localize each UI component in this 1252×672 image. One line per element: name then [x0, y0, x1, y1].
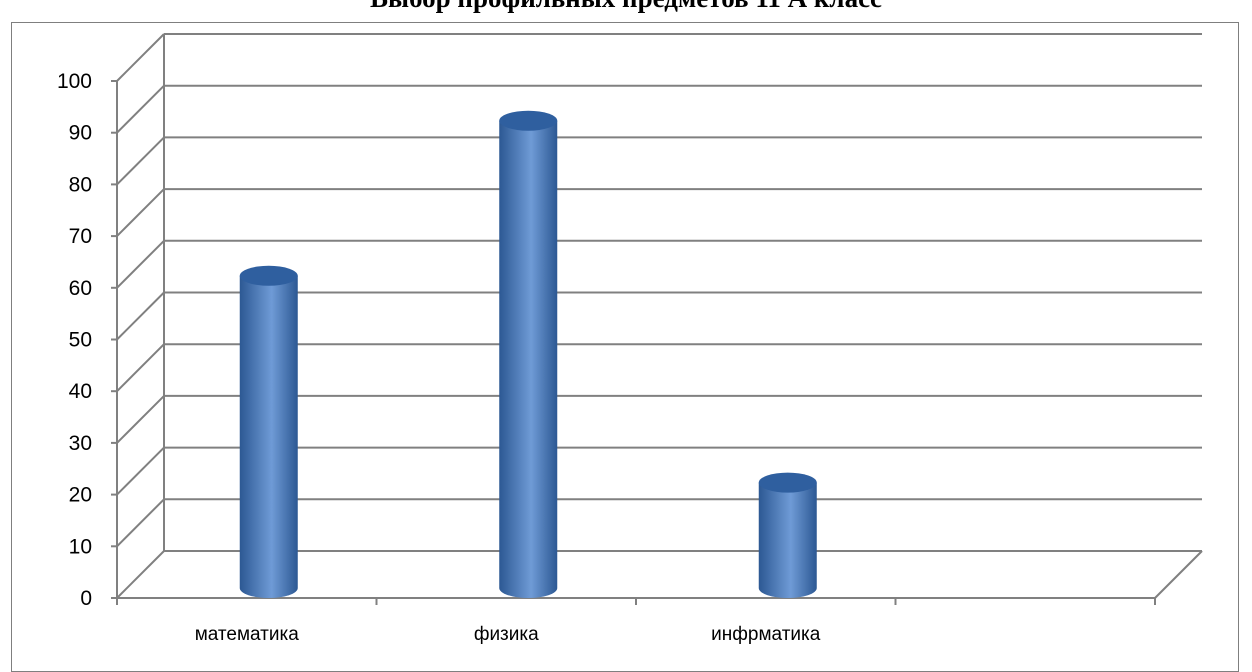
floor-right-edge: [1154, 550, 1203, 599]
gridline: [116, 394, 1202, 444]
gridline-side: [116, 498, 165, 548]
y-tick-label: 40: [69, 380, 92, 403]
gridline-side: [116, 550, 165, 599]
gridline-side: [116, 240, 165, 289]
gridline-side: [116, 188, 165, 237]
y-tick-label: 60: [69, 277, 92, 300]
bar: [499, 110, 558, 598]
bar-body: [758, 482, 817, 598]
gridline: [116, 446, 1202, 496]
gridline-side: [116, 395, 165, 444]
axes: [111, 34, 1203, 605]
gridline-side: [116, 446, 165, 496]
gridline: [116, 188, 1202, 237]
gridline: [116, 239, 1202, 289]
gridline-side: [116, 291, 165, 341]
y-tick-label: 20: [69, 484, 92, 507]
gridline: [116, 343, 1202, 392]
y-tick-label: 100: [57, 70, 92, 93]
category-label: математика: [195, 624, 300, 645]
gridline: [116, 498, 1202, 548]
bar-top: [239, 265, 298, 286]
gridlines: [116, 33, 1202, 599]
category-labels: математика физика инфрматика: [195, 624, 821, 645]
y-tick-label: 10: [69, 535, 92, 558]
category-label: инфрматика: [711, 624, 821, 645]
bars: [239, 110, 817, 598]
bar-body: [499, 120, 558, 598]
bar: [758, 472, 817, 598]
chart-title: Выбор профильных предметов 11 А класс: [0, 0, 1252, 14]
y-tick-label: 0: [80, 587, 92, 610]
gridline: [116, 291, 1202, 341]
bar-top: [758, 472, 817, 493]
gridline-side: [116, 343, 165, 392]
bar: [239, 265, 298, 598]
chart-frame: [11, 22, 1239, 672]
bar-top: [499, 110, 558, 131]
gridline-side: [116, 136, 165, 186]
gridline: [116, 84, 1202, 134]
y-tick-label: 70: [69, 225, 92, 248]
y-tick-label: 90: [69, 122, 92, 145]
y-tick-labels: 0 10 20 30 40 50 60 70 80 90 100: [57, 70, 92, 610]
gridline-side: [116, 33, 165, 82]
y-tick-label: 80: [69, 173, 92, 196]
y-tick-label: 30: [69, 432, 92, 455]
gridline: [116, 550, 1202, 599]
gridline-side: [116, 84, 165, 134]
category-label: физика: [474, 624, 539, 645]
gridline: [116, 33, 1202, 82]
gridline: [116, 136, 1202, 186]
bar-body: [239, 275, 298, 598]
y-tick-label: 50: [69, 329, 92, 352]
